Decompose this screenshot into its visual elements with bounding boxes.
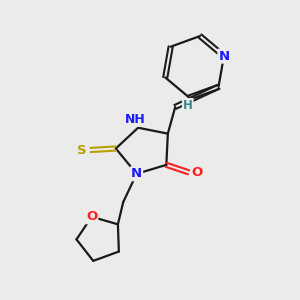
Text: H: H [183, 99, 193, 112]
Text: O: O [86, 210, 97, 223]
Text: N: N [218, 50, 230, 63]
Text: S: S [77, 143, 86, 157]
Text: NH: NH [125, 113, 146, 126]
Text: O: O [191, 166, 203, 179]
Text: N: N [131, 167, 142, 180]
